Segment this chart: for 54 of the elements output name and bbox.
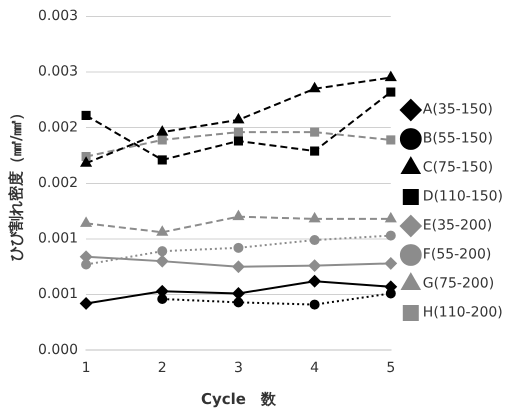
point — [386, 230, 396, 241]
y-tick-label: 0.002 — [38, 174, 78, 191]
point — [384, 257, 397, 270]
legend-label: C(75-150) — [422, 160, 494, 176]
legend-label: B(55-150) — [422, 130, 493, 147]
legend-label: E(35-200) — [422, 218, 492, 234]
point — [158, 135, 167, 144]
point — [309, 82, 320, 92]
point — [386, 88, 396, 97]
point — [158, 155, 167, 164]
point — [234, 128, 243, 137]
point — [156, 226, 168, 236]
point — [233, 210, 244, 220]
point — [310, 146, 320, 156]
point — [310, 300, 320, 310]
point — [310, 235, 320, 246]
point — [157, 246, 168, 256]
point — [385, 212, 396, 222]
point — [385, 72, 396, 82]
point — [233, 297, 244, 308]
point — [80, 297, 92, 310]
legend-label: A(35-150) — [422, 102, 493, 118]
y-tick-label: 0.000 — [38, 342, 78, 358]
point — [308, 275, 321, 288]
y-axis-title: ひび割れ密度（㎟/㎟） — [6, 106, 25, 262]
point — [310, 128, 320, 137]
point — [308, 260, 321, 272]
legend-label: H(110-200) — [422, 304, 503, 321]
legend-label: G(75-200) — [422, 276, 494, 292]
point — [156, 255, 168, 268]
x-tick-label: 1 — [82, 360, 91, 376]
x-tick-label: 4 — [310, 360, 320, 376]
point — [233, 242, 244, 253]
x-tick-label: 5 — [386, 360, 396, 376]
point — [156, 126, 168, 136]
point — [232, 260, 244, 273]
y-tick-label: 0.002 — [38, 119, 78, 136]
point — [82, 110, 91, 120]
y-tick-label: 0.001 — [38, 230, 78, 247]
x-axis-title: Cycle 数 — [200, 390, 277, 408]
y-tick-label: 0.001 — [38, 286, 78, 302]
legend-label: D(110-150) — [422, 188, 504, 205]
point — [309, 212, 320, 222]
point — [234, 136, 243, 146]
x-tick-label: 2 — [158, 360, 167, 376]
x-tick-label: 3 — [234, 360, 243, 376]
point — [386, 135, 396, 144]
y-tick-label: 0.003 — [38, 64, 78, 80]
point — [80, 217, 92, 227]
y-tick-label: 0.003 — [38, 8, 78, 24]
point — [233, 114, 244, 124]
point — [80, 157, 92, 167]
legend-label: F(55-200) — [422, 246, 492, 263]
point — [232, 287, 244, 300]
